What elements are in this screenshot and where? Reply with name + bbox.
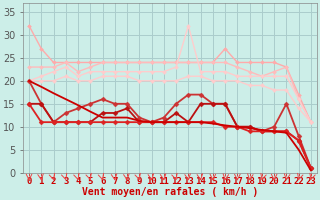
X-axis label: Vent moyen/en rafales ( km/h ): Vent moyen/en rafales ( km/h )	[82, 187, 258, 197]
